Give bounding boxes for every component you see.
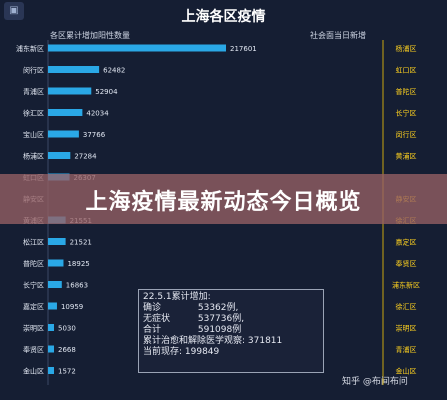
category-label: 闵行区 (23, 66, 44, 75)
bar (48, 345, 54, 353)
stats-box: 22.5.1累计增加: 确诊 53362例, 无症状 537736例, 合计 5… (138, 289, 324, 373)
stats-value: 591098例 (197, 325, 242, 335)
right-list-item: 黄浦区 (396, 152, 417, 161)
banner-overlay (0, 174, 447, 224)
right-list-item: 闵行区 (396, 130, 417, 139)
value-label: 52904 (95, 88, 118, 96)
category-label: 青浦区 (23, 87, 44, 96)
stats-row-total: 合计 591098例 (143, 325, 319, 336)
banner-text: 上海疫情最新动态今日概览 (85, 190, 362, 215)
stats-row-confirmed: 确诊 53362例, (143, 303, 319, 314)
bar (48, 152, 71, 159)
stats-label: 合计 (143, 325, 162, 335)
category-label: 金山区 (23, 367, 44, 376)
value-label: 21521 (70, 239, 92, 247)
value-label: 2668 (58, 346, 76, 354)
category-label: 杨浦区 (23, 152, 44, 161)
bar (48, 109, 83, 116)
right-list-item: 杨浦区 (396, 44, 417, 53)
category-label: 徐汇区 (23, 109, 44, 118)
bar (48, 238, 66, 245)
bar (48, 302, 57, 310)
right-list-item: 长宁区 (396, 109, 417, 118)
value-label: 37766 (83, 131, 106, 139)
left-series-title: 各区累计增加阳性数量 (50, 31, 130, 40)
right-list-item: 青浦区 (396, 345, 417, 354)
value-label: 217601 (230, 45, 257, 53)
category-label: 浦东新区 (16, 44, 44, 53)
chart-title: 上海各区疫情 (181, 9, 266, 25)
image-icon: ▣ (4, 2, 24, 20)
watermark: 知乎 @布间布问 (342, 377, 408, 387)
bar (48, 44, 226, 52)
bar (48, 66, 100, 73)
category-label: 嘉定区 (23, 302, 44, 311)
stats-recovered: 累计治愈和解除医学观察: 371811 (143, 336, 283, 346)
bar (48, 130, 79, 138)
bar (48, 87, 92, 95)
value-label: 18925 (67, 260, 89, 268)
right-list-item: 崇明区 (396, 325, 417, 333)
category-label: 普陀区 (23, 259, 44, 268)
stats-label: 确诊 (143, 303, 162, 313)
value-label: 1572 (58, 368, 76, 376)
category-label: 长宁区 (23, 281, 44, 290)
value-label: 27284 (74, 153, 97, 161)
stats-current: 当前现存: 199849 (143, 347, 220, 357)
bar (48, 259, 64, 267)
stats-value: 53362例, (197, 303, 239, 313)
value-label: 16863 (66, 282, 88, 290)
category-label: 奉贤区 (23, 345, 44, 354)
right-list-item: 浦东新区 (392, 281, 420, 290)
category-label: 崇明区 (23, 325, 44, 333)
stats-value: 537736例, (197, 314, 245, 324)
stats-row-asymptomatic: 无症状 537736例, (143, 314, 319, 325)
bar (48, 367, 54, 374)
right-list-item: 奉贤区 (396, 259, 417, 268)
value-label: 5030 (58, 325, 76, 333)
right-list-item: 徐汇区 (396, 302, 417, 311)
value-label: 42034 (86, 110, 109, 118)
right-list-title: 社会面当日新增 (310, 31, 366, 40)
right-list-item: 虹口区 (396, 66, 417, 75)
bar (48, 324, 54, 331)
right-list-item: 嘉定区 (396, 238, 417, 247)
value-label: 10959 (61, 303, 83, 311)
stats-label: 无症状 (143, 314, 171, 324)
bar (48, 281, 62, 288)
stats-heading: 22.5.1累计增加: (143, 292, 211, 302)
value-label: 62482 (103, 67, 125, 75)
right-list-item: 普陀区 (396, 87, 417, 96)
right-list-item: 金山区 (396, 367, 417, 376)
category-label: 松江区 (23, 238, 44, 247)
category-label: 宝山区 (23, 130, 44, 139)
